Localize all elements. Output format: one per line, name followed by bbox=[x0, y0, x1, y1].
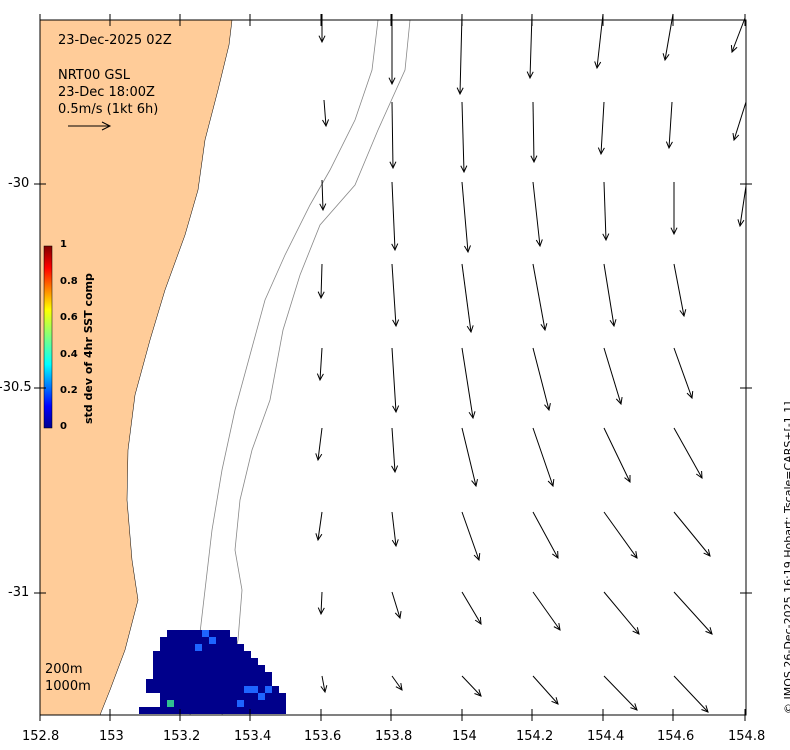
x-tick-label: 153.2 bbox=[163, 729, 201, 744]
colorbar-tick: 0.6 bbox=[60, 312, 78, 323]
contour-label-1000m: 1000m bbox=[45, 679, 91, 694]
scale-arrow bbox=[68, 121, 112, 131]
scale-label: 0.5m/s (1kt 6h) bbox=[58, 102, 159, 117]
y-tick-label: -30 bbox=[8, 176, 30, 191]
x-tick-label: 154 bbox=[452, 729, 477, 744]
axis-ticks bbox=[34, 14, 752, 721]
x-tick-label: 153.6 bbox=[304, 729, 342, 744]
product-label: NRT00 GSL bbox=[58, 68, 130, 83]
y-tick-label: -31 bbox=[8, 585, 30, 600]
isobath-1000m bbox=[221, 19, 411, 716]
x-tick-label: 152.8 bbox=[22, 729, 60, 744]
y-tick-label: -30.5 bbox=[0, 380, 32, 395]
datetime-label: 23-Dec-2025 02Z bbox=[58, 33, 172, 48]
colorbar-tick: 1 bbox=[60, 239, 67, 250]
colorbar-tick: 0.2 bbox=[60, 385, 78, 396]
x-tick-label: 154.4 bbox=[587, 729, 625, 744]
colorbar-tick: 0 bbox=[60, 421, 67, 432]
product-time-label: 23-Dec 18:00Z bbox=[58, 85, 155, 100]
x-tick-label: 154.6 bbox=[657, 729, 695, 744]
x-tick-label: 153.4 bbox=[234, 729, 272, 744]
x-tick-label: 153.8 bbox=[375, 729, 413, 744]
x-tick-label: 154.2 bbox=[516, 729, 554, 744]
sst-data-patch bbox=[139, 630, 286, 714]
colorbar-title: std dev of 4hr SST comp bbox=[82, 273, 95, 424]
contour-label-200m: 200m bbox=[45, 662, 83, 677]
current-vectors bbox=[315, 13, 747, 713]
colorbar bbox=[43, 245, 53, 429]
colorbar-tick: 0.8 bbox=[60, 276, 78, 287]
credit-text: © IMOS 26-Dec-2025 16:19 Hobart; Tscale=… bbox=[782, 401, 790, 714]
map-frame bbox=[39, 19, 747, 716]
coastline-land bbox=[39, 19, 233, 716]
colorbar-tick: 0.4 bbox=[60, 349, 78, 360]
isobath-200m bbox=[189, 19, 379, 716]
x-tick-label: 154.8 bbox=[728, 729, 766, 744]
x-tick-label: 153 bbox=[99, 729, 124, 744]
